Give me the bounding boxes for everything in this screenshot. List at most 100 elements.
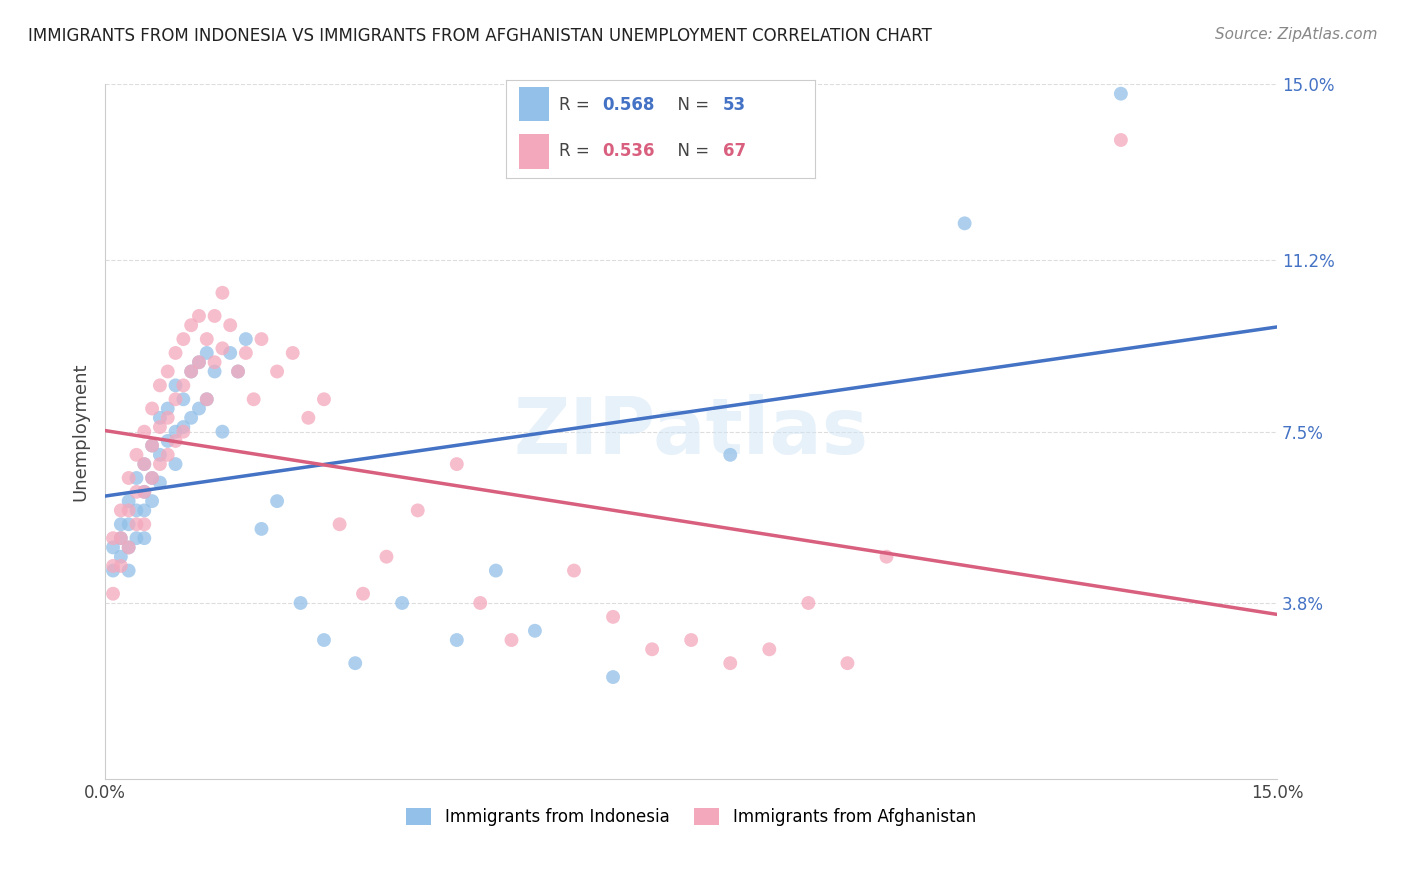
Text: 67: 67: [723, 142, 745, 160]
Point: [562, 564, 585, 578]
Point: [266, 494, 288, 508]
Point: [110, 503, 132, 517]
Point: [375, 549, 398, 564]
Point: [110, 549, 132, 564]
Point: [110, 531, 132, 545]
Point: [134, 484, 156, 499]
Point: [204, 355, 226, 369]
Point: [156, 434, 179, 448]
Point: [1109, 133, 1132, 147]
Point: [101, 531, 124, 545]
Point: [141, 439, 163, 453]
Point: [188, 355, 211, 369]
Point: [953, 216, 976, 230]
Point: [165, 392, 187, 407]
Text: 0.568: 0.568: [602, 95, 654, 114]
Point: [141, 471, 163, 485]
Point: [876, 549, 898, 564]
Point: [718, 448, 741, 462]
Point: [156, 410, 179, 425]
Point: [446, 457, 468, 471]
Point: [125, 503, 148, 517]
Point: [172, 332, 194, 346]
Point: [312, 633, 335, 648]
Point: [1109, 87, 1132, 101]
Point: [446, 633, 468, 648]
Point: [180, 318, 202, 333]
Point: [219, 318, 242, 333]
Point: [226, 364, 249, 378]
Point: [837, 656, 859, 670]
Text: 53: 53: [723, 95, 745, 114]
Point: [290, 596, 312, 610]
Point: [172, 420, 194, 434]
Point: [250, 522, 273, 536]
Point: [602, 610, 624, 624]
Point: [297, 410, 319, 425]
Point: [118, 564, 141, 578]
Point: [156, 401, 179, 416]
Point: [149, 457, 172, 471]
Point: [172, 392, 194, 407]
Point: [165, 425, 187, 439]
Point: [165, 457, 187, 471]
Point: [641, 642, 664, 657]
Point: [110, 531, 132, 545]
Text: R =: R =: [558, 95, 595, 114]
Point: [118, 503, 141, 517]
Point: [266, 364, 288, 378]
Point: [125, 531, 148, 545]
Point: [180, 364, 202, 378]
Point: [352, 587, 374, 601]
Point: [242, 392, 264, 407]
Point: [125, 484, 148, 499]
FancyBboxPatch shape: [519, 134, 550, 169]
Point: [149, 448, 172, 462]
Point: [125, 517, 148, 532]
Point: [134, 484, 156, 499]
Point: [149, 410, 172, 425]
Point: [344, 656, 367, 670]
Point: [149, 475, 172, 490]
Point: [141, 439, 163, 453]
Point: [165, 346, 187, 360]
Text: IMMIGRANTS FROM INDONESIA VS IMMIGRANTS FROM AFGHANISTAN UNEMPLOYMENT CORRELATIO: IMMIGRANTS FROM INDONESIA VS IMMIGRANTS …: [28, 27, 932, 45]
Point: [226, 364, 249, 378]
Point: [188, 401, 211, 416]
Point: [156, 448, 179, 462]
Point: [204, 364, 226, 378]
Point: [195, 346, 218, 360]
Point: [797, 596, 820, 610]
Point: [180, 364, 202, 378]
Point: [180, 410, 202, 425]
Point: [195, 332, 218, 346]
Point: [485, 564, 508, 578]
Point: [110, 517, 132, 532]
Point: [391, 596, 413, 610]
Point: [188, 355, 211, 369]
Point: [165, 378, 187, 392]
Point: [758, 642, 780, 657]
Point: [118, 517, 141, 532]
Point: [165, 434, 187, 448]
Point: [219, 346, 242, 360]
Point: [718, 656, 741, 670]
Point: [602, 670, 624, 684]
Point: [118, 494, 141, 508]
Point: [406, 503, 429, 517]
Point: [125, 471, 148, 485]
Point: [501, 633, 523, 648]
Point: [235, 346, 257, 360]
Point: [118, 541, 141, 555]
Point: [211, 342, 233, 356]
Text: N =: N =: [666, 142, 714, 160]
Point: [149, 378, 172, 392]
Point: [134, 457, 156, 471]
Text: 0.536: 0.536: [602, 142, 655, 160]
Point: [250, 332, 273, 346]
Point: [134, 425, 156, 439]
Text: R =: R =: [558, 142, 595, 160]
Point: [235, 332, 257, 346]
Point: [211, 285, 233, 300]
Point: [101, 564, 124, 578]
